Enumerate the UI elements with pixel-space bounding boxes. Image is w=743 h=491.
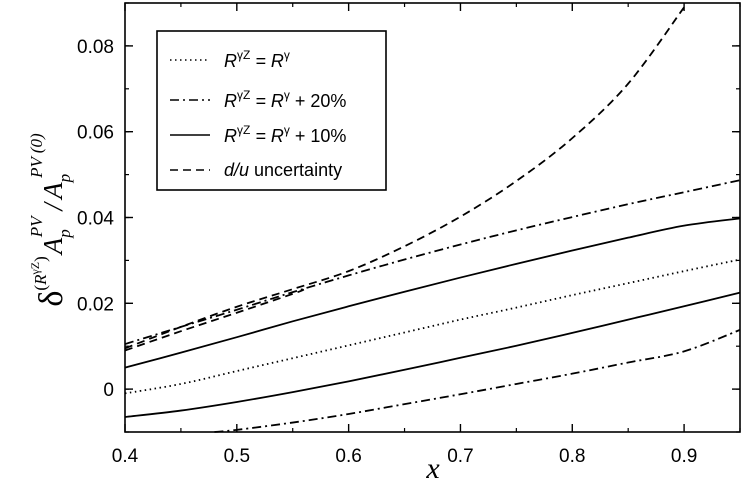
y-tick-label: 0 <box>103 380 114 401</box>
legend-item-dashdot: RγZ = Rγ + 20% <box>170 88 346 111</box>
ylabel-A: A <box>38 237 68 256</box>
series-line-solid-4 <box>124 291 741 418</box>
series-line-dashdot-2 <box>214 329 741 433</box>
ylabel-gz: γZ <box>28 262 42 276</box>
ylabel-pv0-sup: PV (0) <box>27 133 46 179</box>
y-tick-label: 0.04 <box>77 209 114 230</box>
x-tick-label: 0.4 <box>112 446 139 467</box>
y-tick-label: 0.06 <box>77 123 114 144</box>
ylabel-R: R <box>31 274 50 286</box>
legend-box <box>156 30 387 191</box>
series-line-dashdot-1 <box>124 179 741 345</box>
ylabel-A2: A <box>38 182 68 201</box>
svg-text:RγZ = Rγ: RγZ = Rγ <box>224 48 290 71</box>
legend-item-dotted: RγZ = Rγ <box>170 48 290 71</box>
svg-text:RγZ = Rγ + 20%: RγZ = Rγ + 20% <box>224 88 346 111</box>
series-line-dashed-5 <box>124 6 685 350</box>
ylabel-p-sub2: p <box>55 174 74 184</box>
x-tick-label: 0.7 <box>447 446 473 467</box>
legend-item-dashed: d/u uncertainty <box>170 160 342 180</box>
y-tick-label: 0.02 <box>77 294 114 315</box>
ylabel-paren-close: ) <box>31 256 50 262</box>
ylabel-paren-open: ( <box>31 285 50 291</box>
x-tick-label: 0.6 <box>335 446 361 467</box>
svg-text:δ(RγZ)ApPV/ApPV (0): δ(RγZ)ApPV/ApPV (0) <box>27 133 74 307</box>
x-axis-title: x <box>425 452 440 485</box>
ylabel-pv-sup: PV <box>27 214 46 238</box>
x-tick-label: 0.9 <box>671 446 697 467</box>
series-line-solid-3 <box>124 217 741 369</box>
x-tick-label: 0.5 <box>224 446 250 467</box>
legend-item-solid: RγZ = Rγ + 10% <box>170 123 346 146</box>
ylabel-delta: δ <box>33 291 70 307</box>
x-tick-label: 0.8 <box>559 446 585 467</box>
ylabel-slash: / <box>38 200 68 212</box>
series-line-dashed-6 <box>124 288 305 352</box>
ticks: 0.4 0.5 0.6 0.7 0.8 0.9 0 0.02 0.04 0.06 0.08 <box>77 2 741 467</box>
series-line-dotted-0 <box>124 258 741 395</box>
svg-text:RγZ = Rγ + 10%: RγZ = Rγ + 10% <box>224 123 346 146</box>
legend: RγZ = Rγ RγZ = Rγ + 20% RγZ = Rγ + 10% d… <box>156 30 387 191</box>
y-axis-title: δ(RγZ)ApPV/ApPV (0) <box>27 133 74 307</box>
ylabel-p-sub: p <box>55 229 74 239</box>
svg-text:d/u uncertainty: d/u uncertainty <box>224 160 342 180</box>
y-tick-label: 0.08 <box>77 37 114 58</box>
series-layer <box>124 6 741 433</box>
